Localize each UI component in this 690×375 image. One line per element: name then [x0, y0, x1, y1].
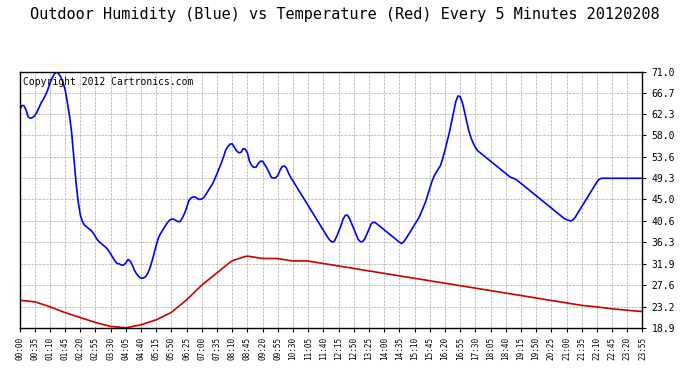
Text: Copyright 2012 Cartronics.com: Copyright 2012 Cartronics.com — [23, 76, 193, 87]
Text: Outdoor Humidity (Blue) vs Temperature (Red) Every 5 Minutes 20120208: Outdoor Humidity (Blue) vs Temperature (… — [30, 8, 660, 22]
